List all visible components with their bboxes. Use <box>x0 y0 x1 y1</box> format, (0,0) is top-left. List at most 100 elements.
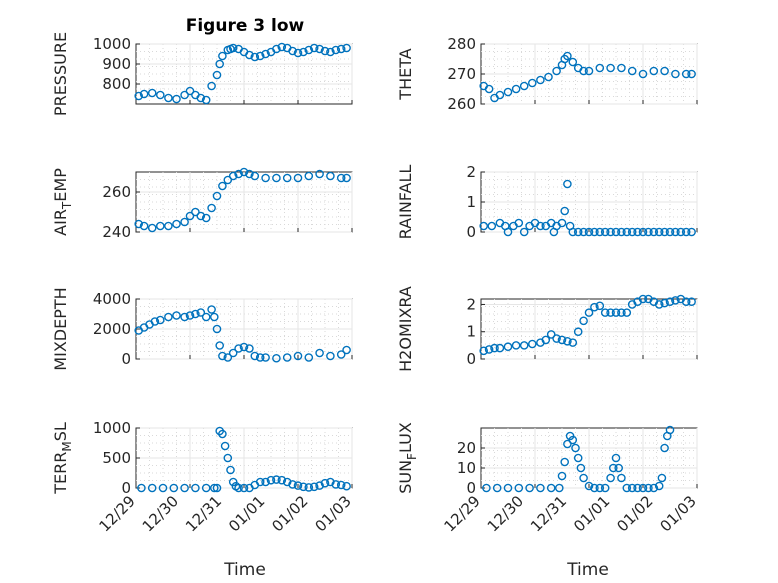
data-point <box>282 353 292 362</box>
data-point <box>573 453 583 463</box>
y-tick-label: 800 <box>102 75 131 93</box>
data-point <box>660 227 669 237</box>
data-point <box>209 312 219 322</box>
data-point <box>304 45 314 55</box>
data-point <box>234 344 243 353</box>
data-point <box>563 336 572 346</box>
data-point <box>342 345 351 355</box>
data-point <box>342 481 351 491</box>
data-point <box>495 90 505 100</box>
data-point <box>223 175 233 185</box>
x-tick-label: 12/30 <box>484 492 527 535</box>
y-tick-label: 260 <box>447 95 476 113</box>
data-point <box>552 334 561 343</box>
y-axis-label: TERRMSL <box>51 422 74 495</box>
data-point <box>606 473 615 483</box>
data-point <box>277 475 287 485</box>
data-point <box>617 63 626 73</box>
data-point <box>536 483 545 493</box>
data-point <box>228 348 238 358</box>
data-point <box>212 483 222 493</box>
data-point <box>277 42 287 52</box>
y-axis-label: H2OMIXRA <box>396 286 415 372</box>
data-point <box>261 173 270 183</box>
data-point <box>614 463 624 473</box>
data-point <box>223 353 233 362</box>
data-point <box>627 66 637 76</box>
data-point <box>514 218 524 228</box>
data-point <box>519 341 529 350</box>
data-point <box>169 483 179 493</box>
data-point <box>595 301 605 311</box>
data-point <box>215 59 224 69</box>
x-tick-label: 12/30 <box>139 492 182 535</box>
axes-8: 0 10 20 12/29 12/30 12/31 01/01 01/02 01/03 SUNFL… <box>396 422 700 535</box>
data-point <box>671 296 680 305</box>
data-point <box>304 483 314 492</box>
data-point <box>139 221 149 231</box>
data-point <box>201 213 211 223</box>
data-point <box>299 482 308 492</box>
data-point <box>681 69 691 79</box>
data-point <box>600 483 610 493</box>
data-point <box>514 483 524 493</box>
data-point <box>331 45 341 55</box>
data-point <box>503 483 513 493</box>
data-point <box>606 308 615 317</box>
data-point <box>272 475 281 484</box>
data-point <box>155 315 165 325</box>
data-point <box>654 481 664 491</box>
data-point <box>245 344 254 353</box>
data-point <box>147 223 157 233</box>
data-point <box>681 227 691 237</box>
data-point <box>528 78 537 88</box>
data-point <box>223 453 233 463</box>
data-point <box>207 305 216 314</box>
x-axis-label-right: Time <box>566 560 609 580</box>
data-point <box>576 463 586 473</box>
data-point <box>573 327 583 337</box>
data-point <box>584 308 594 317</box>
data-point <box>293 481 303 490</box>
y-tick-label: 240 <box>102 223 131 241</box>
data-point <box>185 211 195 221</box>
x-tick-label: 01/01 <box>570 492 613 535</box>
y-tick-label: 0 <box>466 479 476 497</box>
data-point <box>546 483 556 493</box>
data-point <box>555 483 564 493</box>
data-point <box>590 227 599 237</box>
data-point <box>638 69 648 79</box>
x-tick-label: 12/31 <box>527 492 570 535</box>
data-point <box>180 90 189 100</box>
data-point <box>218 181 227 191</box>
data-point <box>261 353 270 362</box>
y-tick-label: 4000 <box>93 290 131 308</box>
data-point <box>541 335 551 345</box>
axes-4: 0 1 2 RAINFALL <box>396 163 698 241</box>
axes-3: 240 260 AIRTEMP <box>51 167 353 241</box>
data-point <box>584 66 594 76</box>
data-point <box>649 66 659 76</box>
data-point <box>218 429 227 439</box>
data-point <box>484 84 494 94</box>
y-axis-label: SUNFLUX <box>396 422 419 494</box>
data-point <box>191 207 200 217</box>
data-point <box>326 477 335 487</box>
data-point <box>492 483 502 493</box>
data-point <box>644 483 653 493</box>
data-point <box>164 93 173 103</box>
x-tick-label: 12/29 <box>441 492 484 535</box>
y-tick-label: 0 <box>121 479 131 497</box>
data-point <box>654 227 664 237</box>
y-tick-label: 280 <box>447 35 476 53</box>
data-point <box>563 439 572 449</box>
y-axis-label: MIXDEPTH <box>51 287 70 370</box>
data-point <box>617 227 626 237</box>
data-point <box>660 443 669 453</box>
y-axis-label: THETA <box>396 48 415 100</box>
data-point <box>320 478 330 488</box>
y-tick-label: 900 <box>102 55 131 73</box>
data-point <box>315 481 324 490</box>
data-point <box>304 353 314 362</box>
